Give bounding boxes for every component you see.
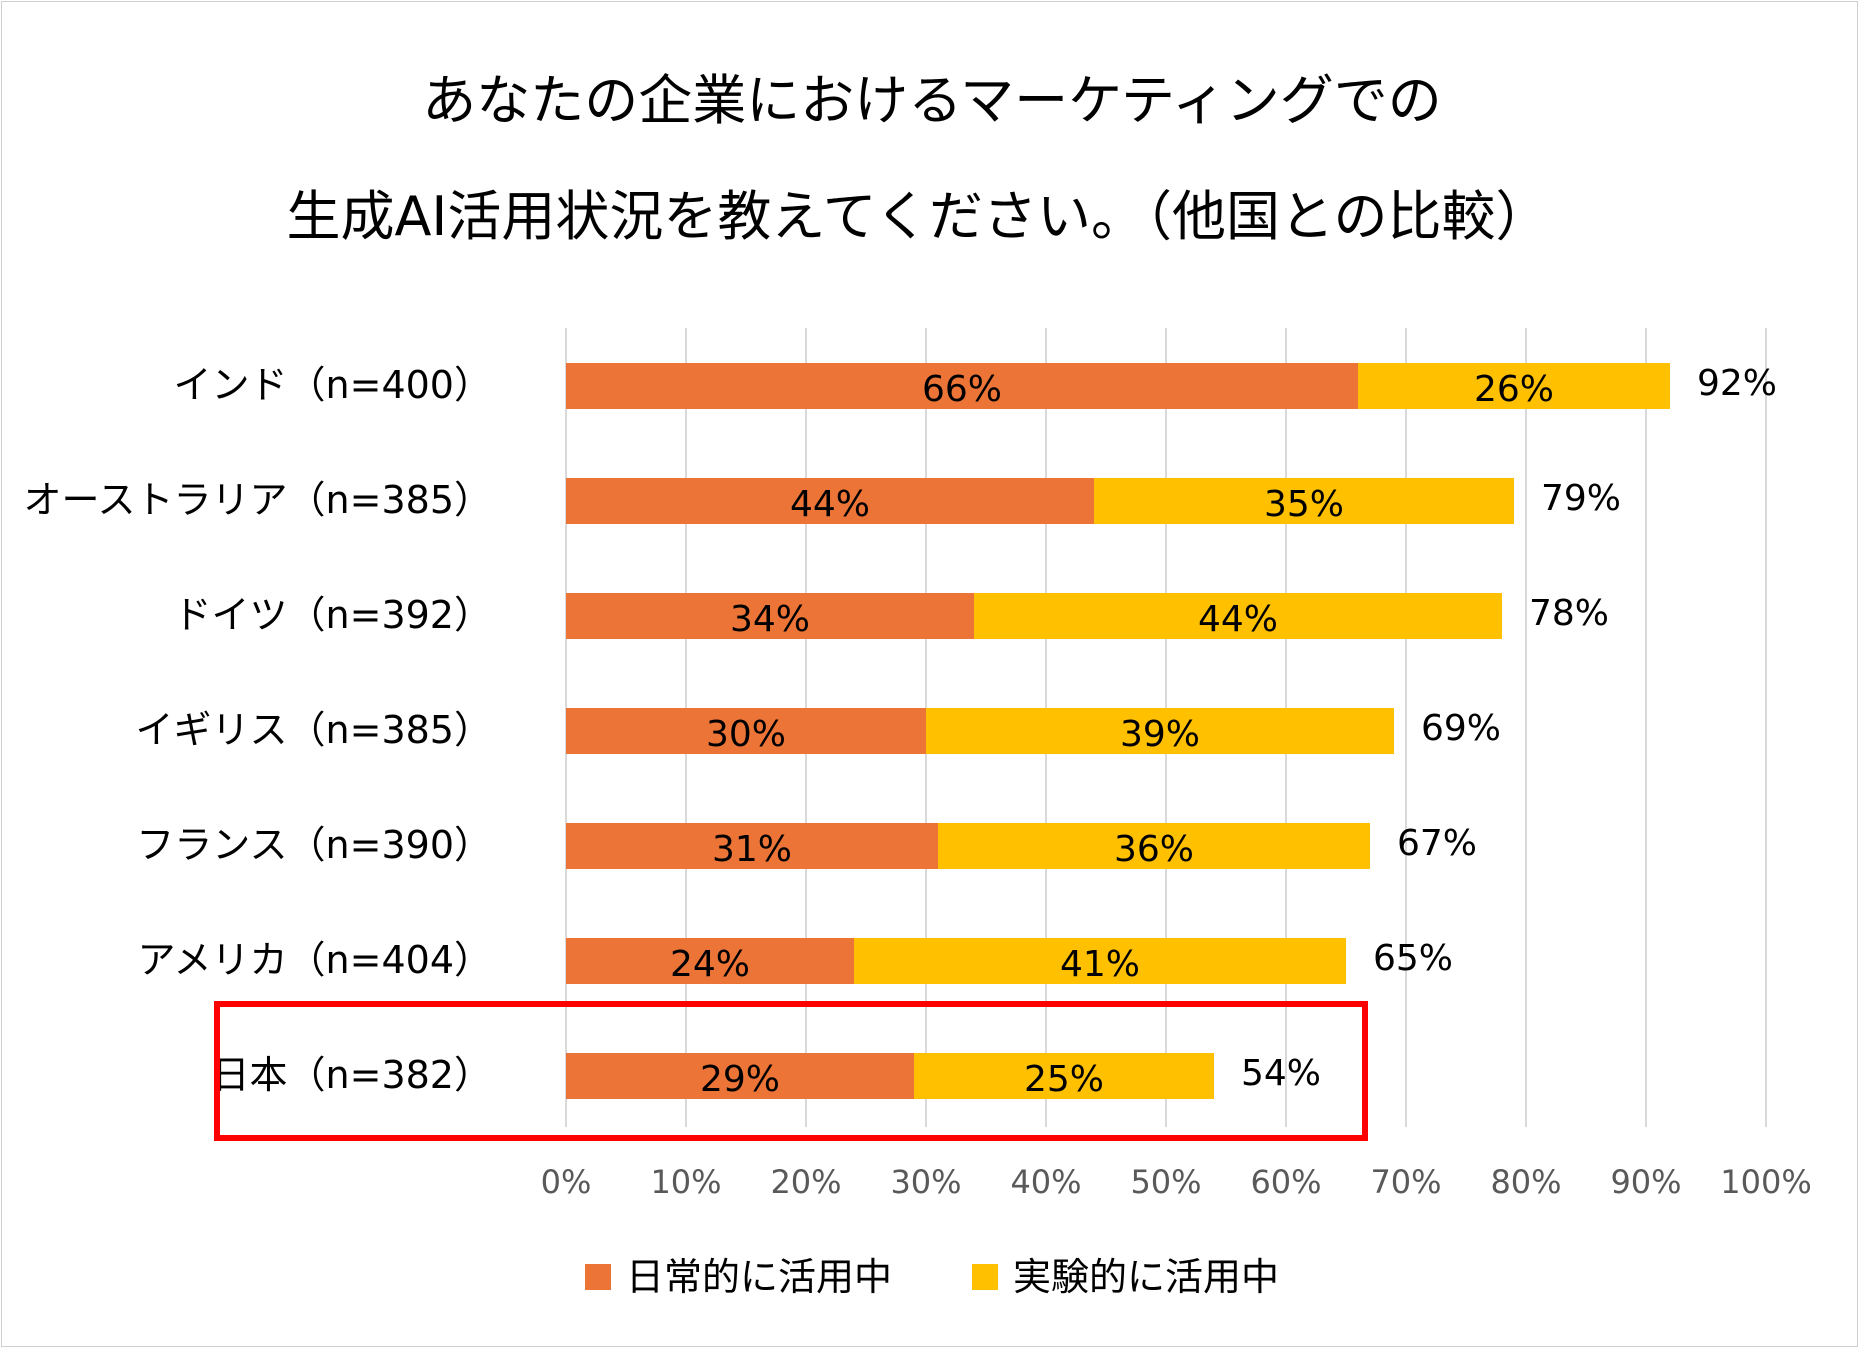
data-label: 39% bbox=[1120, 714, 1200, 755]
chart-title: あなたの企業におけるマーケティングでの 生成AI活用状況を教えてください。（他国… bbox=[286, 69, 1549, 248]
data-label: 36% bbox=[1114, 829, 1194, 870]
bar-segment bbox=[854, 938, 1346, 984]
x-tick-label: 50% bbox=[1130, 1163, 1201, 1201]
data-label: 25% bbox=[1024, 1059, 1104, 1100]
total-label: 78% bbox=[1529, 593, 1609, 634]
bar-segment bbox=[974, 593, 1502, 639]
data-label: 26% bbox=[1474, 369, 1554, 410]
highlight-rectangle bbox=[214, 1001, 1368, 1141]
x-tick-label: 90% bbox=[1610, 1163, 1681, 1201]
total-label: 79% bbox=[1541, 478, 1621, 519]
x-tick-label: 60% bbox=[1250, 1163, 1321, 1201]
total-label: 54% bbox=[1241, 1053, 1321, 1094]
total-label: 65% bbox=[1373, 938, 1453, 979]
category-label: アメリカ（n=404） bbox=[137, 938, 492, 982]
legend-label: 日常的に活用中 bbox=[626, 1255, 892, 1299]
bar-segment bbox=[566, 363, 1358, 409]
x-tick-label: 10% bbox=[650, 1163, 721, 1201]
total-label: 67% bbox=[1397, 823, 1477, 864]
data-label: 41% bbox=[1060, 944, 1140, 985]
bars bbox=[566, 363, 1670, 1099]
category-label: フランス（n=390） bbox=[136, 823, 492, 867]
total-label: 69% bbox=[1421, 708, 1501, 749]
total-label: 92% bbox=[1697, 363, 1777, 404]
bar-segment bbox=[566, 593, 974, 639]
x-axis-ticks: 0% 10% 20% 30% 40% 50% 60% 70% 80% 90% 100% bbox=[541, 1163, 1812, 1201]
bar-segment bbox=[566, 823, 938, 869]
x-tick-label: 20% bbox=[770, 1163, 841, 1201]
legend-swatch bbox=[972, 1264, 998, 1290]
category-labels: インド（n=400） オーストラリア（n=385） ドイツ（n=392） イギリス（n… bbox=[23, 363, 492, 1097]
chart-title-line-2: 生成AI活用状況を教えてください。（他国との比較） bbox=[286, 185, 1549, 248]
data-label: 35% bbox=[1264, 484, 1344, 525]
bar-segment bbox=[926, 708, 1394, 754]
data-label: 29% bbox=[700, 1059, 780, 1100]
x-tick-label: 80% bbox=[1490, 1163, 1561, 1201]
bar-segment bbox=[1094, 478, 1514, 524]
x-tick-label: 40% bbox=[1010, 1163, 1081, 1201]
category-label: イギリス（n=385） bbox=[136, 708, 492, 752]
data-label: 44% bbox=[1198, 599, 1278, 640]
chart-title-line-1: あなたの企業におけるマーケティングでの bbox=[422, 69, 1442, 132]
bar-segment bbox=[566, 478, 1094, 524]
data-label: 44% bbox=[790, 484, 870, 525]
highlight-box bbox=[214, 1001, 1368, 1141]
category-label: ドイツ（n=392） bbox=[174, 593, 492, 637]
category-label: インド（n=400） bbox=[174, 363, 492, 407]
data-label: 34% bbox=[730, 599, 810, 640]
x-tick-label: 100% bbox=[1720, 1163, 1811, 1201]
data-label: 24% bbox=[670, 944, 750, 985]
x-tick-label: 70% bbox=[1370, 1163, 1441, 1201]
category-label: 日本（n=382） bbox=[212, 1053, 492, 1097]
data-label: 31% bbox=[712, 829, 792, 870]
bar-segment bbox=[566, 708, 926, 754]
legend-swatch bbox=[585, 1264, 611, 1290]
legend: 日常的に活用中 実験的に活用中 bbox=[585, 1255, 1279, 1299]
x-tick-label: 0% bbox=[541, 1163, 592, 1201]
x-tick-label: 30% bbox=[890, 1163, 961, 1201]
bar-segment bbox=[938, 823, 1370, 869]
bar-segment bbox=[1358, 363, 1670, 409]
bar-segment bbox=[566, 938, 854, 984]
bar-segment bbox=[566, 1053, 914, 1099]
category-label: オーストラリア（n=385） bbox=[23, 478, 492, 522]
data-label: 30% bbox=[706, 714, 786, 755]
legend-label: 実験的に活用中 bbox=[1013, 1255, 1279, 1299]
bar-labels: 66% 26% 92% 44% 35% 79% 34% 44% 78% 30% 39% 69% 31% 3… bbox=[670, 363, 1777, 1100]
data-label: 66% bbox=[922, 369, 1002, 410]
bar-segment bbox=[914, 1053, 1214, 1099]
